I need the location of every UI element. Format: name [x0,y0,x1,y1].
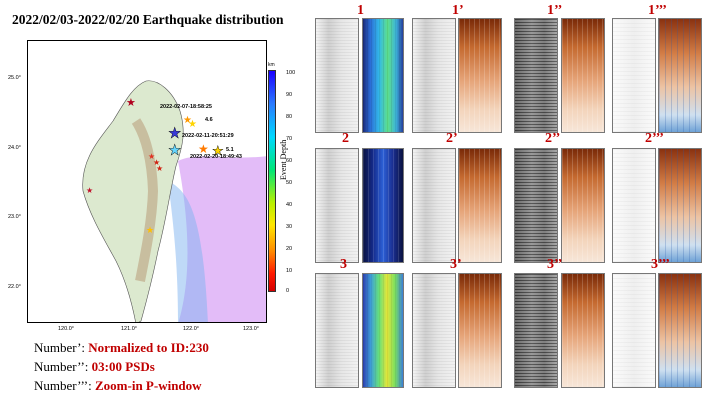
psd-panel [362,273,404,388]
seismogram-panel [412,18,456,133]
panel-label: 3 [340,257,347,272]
legend-value: Normalized to ID:230 [88,340,209,355]
legend-item: Number’’: 03:00 PSDs [34,359,155,375]
earthquake-map: ★ ★ ★ ★ ★ ★ ★ ★ ★ ★ ★ ★ [27,40,267,323]
x-tick: 122.0° [183,326,199,332]
event-magnitude: 5.1 [226,147,234,153]
panel-label: 3’ [450,257,462,272]
panel-label: 2 [342,131,349,146]
seismogram-panel [612,18,656,133]
legend-value: Zoom-in P-window [95,378,202,393]
colorbar-tick: 50 [286,180,293,186]
colorbar-tick: 0 [286,288,290,294]
seismogram-panel [514,273,558,388]
psd-panel [658,18,702,133]
colorbar-tick: 70 [286,136,293,142]
event-label: 2022-02-20-18:49:43 [190,154,242,160]
colorbar-tick: 40 [286,202,293,208]
legend-item: Number’’’: Zoom-in P-window [34,378,202,394]
panel-label: 2’’’ [645,131,664,146]
seismogram-panel [514,18,558,133]
event-star: ★ [126,97,136,109]
seismogram-panel [412,273,456,388]
psd-panel [658,273,702,388]
legend-item: Number’: Normalized to ID:230 [34,340,209,356]
panel-label: 1’ [452,3,464,18]
panel-label: 2’’ [545,131,561,146]
event-star-major: ★ [168,143,181,159]
y-tick: 22.0° [8,284,21,290]
seismogram-panel [514,148,558,263]
colorbar-tick: 100 [286,70,296,76]
colorbar-tick: 60 [286,158,293,164]
shelf-area [168,181,208,322]
psd-panel [561,273,605,388]
event-star-major: ★ [168,126,181,142]
event-label: 2022-02-07-18:58:25 [160,104,212,110]
event-star: ★ [148,152,155,161]
psd-panel [458,18,502,133]
seismogram-panel [315,18,359,133]
psd-panel [362,18,404,133]
legend-key: Number’: [34,340,89,355]
seismogram-panel [315,148,359,263]
x-tick: 123.0° [243,326,259,332]
psd-panel [658,148,702,263]
colorbar-tick: 10 [286,268,293,274]
panel-label: 2’ [446,131,458,146]
depth-colorbar [268,70,276,292]
y-tick: 25.0° [8,75,21,81]
event-star: ★ [188,119,197,130]
panel-label: 1’’ [547,3,563,18]
figure-title: 2022/02/03-2022/02/20 Earthquake distrib… [12,12,284,27]
event-star-major: ★ [212,143,224,158]
central-mountains [131,118,159,282]
psd-panel [458,273,502,388]
event-star: ★ [156,164,163,173]
seismogram-panel [612,273,656,388]
event-label: 2022-02-11-20:51:29 [182,133,234,139]
x-tick: 121.0° [121,326,137,332]
colorbar-tick: 20 [286,246,293,252]
panel-label: 3’’ [547,257,563,272]
panel-label: 1’’’ [648,3,667,18]
event-stars: ★ ★ ★ ★ ★ ★ ★ ★ ★ ★ ★ ★ [86,97,224,235]
panel-label: 1 [357,3,364,18]
seismogram-panel [612,148,656,263]
psd-panel [561,148,605,263]
event-star: ★ [198,142,209,156]
legend-value: 03:00 PSDs [91,359,155,374]
event-star: ★ [183,115,192,126]
colorbar-label: Event Depth [279,139,288,180]
psd-panel [561,18,605,133]
event-magnitude: 4.6 [205,117,213,123]
event-star: ★ [146,225,154,235]
colorbar-unit: km [268,62,275,68]
y-tick: 23.0° [8,214,21,220]
psd-panel [458,148,502,263]
event-star: ★ [86,186,93,195]
colorbar-tick: 30 [286,224,293,230]
colorbar-tick: 90 [286,92,293,98]
seismogram-panel [412,148,456,263]
event-star: ★ [153,158,160,167]
map-canvas: ★ ★ ★ ★ ★ ★ ★ ★ ★ ★ ★ ★ [82,80,266,322]
legend-key: Number’’’: [34,378,96,393]
panel-label: 3’’’ [651,257,670,272]
legend-key: Number’’: [34,359,92,374]
y-tick: 24.0° [8,145,21,151]
psd-panel [362,148,404,263]
colorbar-tick: 80 [286,114,293,120]
taiwan-island [82,80,184,322]
x-tick: 120.0° [58,326,74,332]
seismogram-panel [315,273,359,388]
